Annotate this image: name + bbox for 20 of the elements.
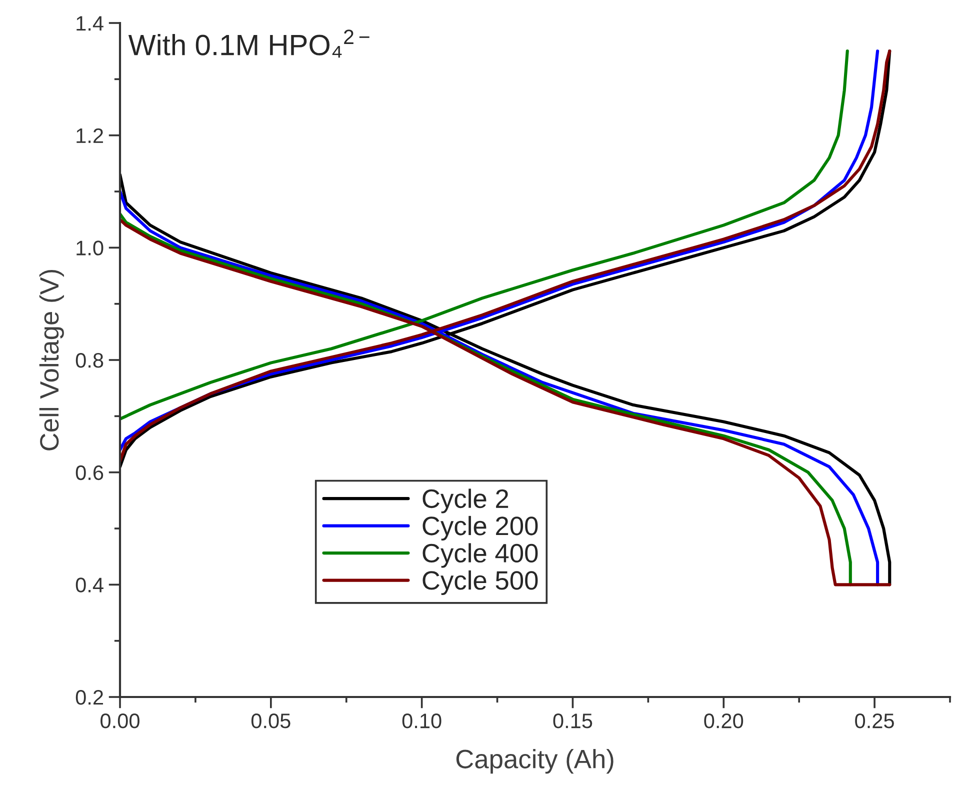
legend-label: Cycle 200 [422, 516, 538, 541]
y-tick-label: 1.0 [76, 240, 104, 256]
x-tick-label: 0.15 [553, 714, 592, 728]
legend-label: Cycle 400 [422, 543, 538, 568]
y-tick-label: 0.6 [76, 465, 104, 480]
x-tick-label: 0.10 [402, 714, 442, 728]
legend-label: Cycle 2 [422, 488, 508, 514]
annotation: With 0.1M HPO₄$^{2−}$ [128, 30, 370, 58]
y-axis-title: Cell Voltage (V) [39, 270, 64, 450]
x-tick-label: 0.25 [855, 714, 894, 728]
legend-label: Cycle 500 [422, 570, 538, 596]
x-tick-label: 0.05 [251, 714, 290, 728]
y-tick-label: 0.4 [76, 578, 104, 592]
y-tick-label: 1.4 [76, 16, 104, 31]
y-tick-label: 0.2 [76, 690, 103, 705]
x-tick-label: 0.20 [704, 714, 744, 728]
y-tick-label: 0.8 [76, 353, 104, 368]
x-tick-label: 0.00 [100, 714, 140, 728]
y-tick-label: 1.2 [76, 128, 103, 143]
x-axis-title: Capacity (Ah) [456, 749, 614, 774]
